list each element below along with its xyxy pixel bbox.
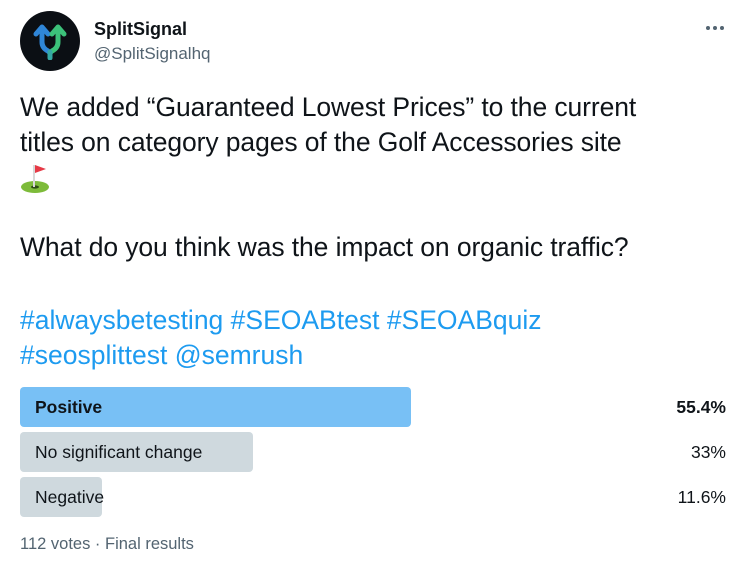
poll-footer: 112 votes · Final results [20,535,194,553]
poll-option: No significant change 33% [20,432,726,472]
poll-bar [20,432,253,472]
mention-link[interactable]: @semrush [174,340,304,370]
poll-option: Negative 11.6% [20,477,726,517]
poll-option-percent: 11.6% [677,487,726,507]
avatar[interactable] [20,11,80,71]
poll-option: Positive 55.4% [20,387,726,427]
more-horizontal-icon [706,26,724,30]
hashtag-link[interactable]: #seosplittest [20,340,168,370]
author-handle[interactable]: @SplitSignalhq [94,44,211,63]
poll-bar [20,387,411,427]
split-arrows-icon [33,24,67,60]
more-options-button[interactable] [700,17,730,39]
tweet-text-line: We added “Guaranteed Lowest Prices” to t… [20,92,637,122]
tweet-question: What do you think was the impact on orga… [20,232,629,262]
blank-line [20,195,726,230]
poll-option-label: Positive [35,397,103,417]
poll-option-percent: 33% [690,442,726,462]
tweet-header: SplitSignal @SplitSignalhq [20,11,730,71]
poll-option-percent: 55.4% [676,397,726,417]
hashtag-link[interactable]: #alwaysbetesting [20,305,224,335]
tweet-text: We added “Guaranteed Lowest Prices” to t… [20,90,726,265]
golf-flag-icon [20,160,726,195]
author-name[interactable]: SplitSignal [94,19,188,39]
poll-bar [20,477,102,517]
tweet-text-line: titles on category pages of the Golf Acc… [20,127,622,157]
hashtag-link[interactable]: #SEOABquiz [386,305,542,335]
poll: Positive 55.4% No significant change 33%… [20,387,726,522]
poll-option-label: Negative [35,487,105,507]
hashtag-block: #alwaysbetesting #SEOABtest #SEOABquiz #… [20,303,726,373]
poll-option-label: No significant change [35,442,203,462]
hashtag-link[interactable]: #SEOABtest [230,305,380,335]
